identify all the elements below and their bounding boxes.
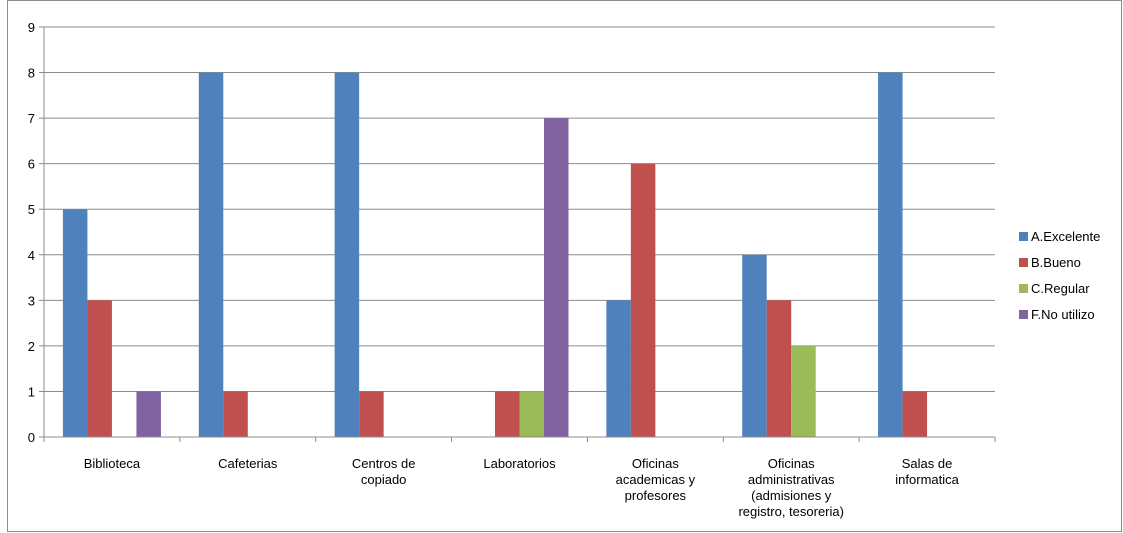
x-category-label: Centros de copiado [352,456,416,487]
x-category-label-line: Oficinas [768,456,815,471]
x-category-label-line: administrativas [748,472,835,487]
bar-b-bueno-6 [902,391,928,437]
x-category-label: Oficinas academicas y profesores [616,456,696,503]
legend-label: A.Excelente [1031,229,1100,244]
bar-a-excelente-2 [334,72,360,438]
gridlines [44,26,995,392]
x-category-label-line: registro, tesoreria) [738,504,843,519]
x-category-label-line: informatica [895,472,959,487]
bar-c-regular-5 [791,345,816,437]
x-category-label: Cafeterias [218,456,278,471]
x-category-label-line: (admisiones y [751,488,832,503]
bar-b-bueno-4 [630,163,656,437]
bar-a-excelente-6 [878,72,903,438]
x-axis: Biblioteca Cafeterias Centros de copiado Lab… [43,436,996,519]
bar-f-no-utilizo-0 [136,391,161,437]
legend-label: C.Regular [1031,281,1090,296]
bar-b-bueno-3 [495,391,520,437]
y-tick-label: 2 [28,339,35,354]
legend-label: F.No utilizo [1031,307,1095,322]
y-tick-label: 8 [28,66,35,81]
legend-swatch [1019,258,1028,267]
y-axis: 0 1 2 3 4 5 6 7 8 9 [28,20,45,445]
x-category-label-line: Oficinas [632,456,679,471]
y-tick-label: 4 [28,248,35,263]
y-tick-label: 5 [28,202,35,217]
y-tick-label: 1 [28,384,35,399]
bar-f-no-utilizo-3 [544,118,569,437]
x-category-label-line: academicas y [616,472,696,487]
bar-a-excelente-0 [62,209,88,437]
x-category-label: Biblioteca [84,456,141,471]
x-category-label-line: profesores [625,488,687,503]
legend-label: B.Bueno [1031,255,1081,270]
x-category-label: Salas de informatica [895,456,959,487]
bar-a-excelente-1 [198,72,224,438]
x-category-label-line: copiado [361,472,407,487]
y-tick-label: 0 [28,430,35,445]
legend-swatch [1019,310,1028,319]
legend-swatch [1019,284,1028,293]
x-category-label-line: Centros de [352,456,416,471]
legend: A.Excelente B.Bueno C.Regular F.No utilizo [1019,229,1100,322]
y-tick-label: 3 [28,293,35,308]
bar-b-bueno-1 [223,391,248,437]
bar-c-regular-3 [519,391,544,437]
bars [62,72,928,438]
x-category-label-line: Laboratorios [483,456,556,471]
bar-b-bueno-0 [87,300,112,437]
y-tick-label: 7 [28,111,35,126]
bar-b-bueno-2 [359,391,384,437]
y-tick-label: 6 [28,157,35,172]
bar-a-excelente-5 [742,254,767,437]
x-category-label-line: Cafeterias [218,456,278,471]
legend-swatch [1019,232,1028,241]
y-tick-label: 9 [28,20,35,35]
x-category-label: Laboratorios [483,456,556,471]
x-category-label-line: Salas de [902,456,953,471]
x-category-label: Oficinas administrativas (admisiones y regi… [738,456,843,519]
bar-b-bueno-5 [766,300,792,437]
x-category-label-line: Biblioteca [84,456,141,471]
bar-a-excelente-4 [606,300,631,437]
